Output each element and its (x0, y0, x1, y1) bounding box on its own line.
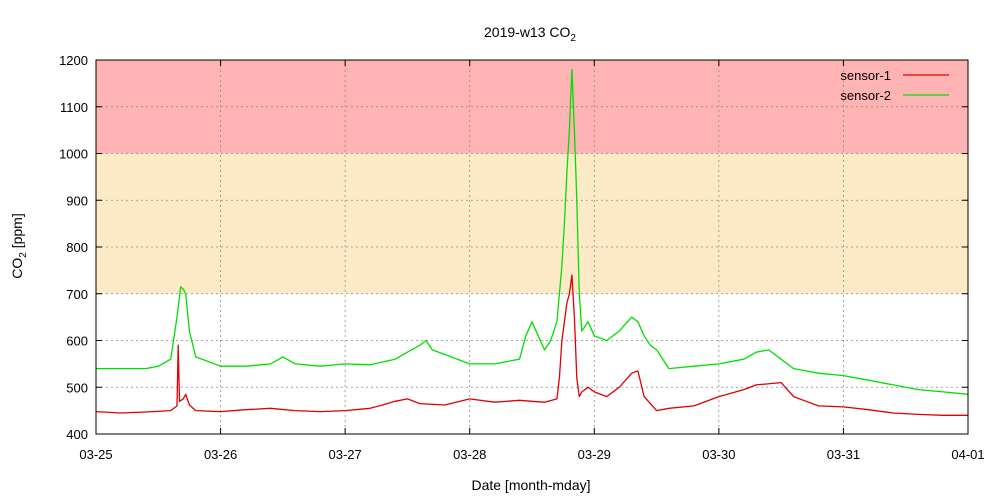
chart-title: 2019-w13 CO2 (484, 24, 576, 44)
y-tick-label: 900 (66, 193, 88, 208)
legend: sensor-1 sensor-2 (840, 68, 949, 103)
x-tick-label: 03-26 (204, 447, 237, 462)
y-tick-label: 800 (66, 240, 88, 255)
y-tick-label: 600 (66, 334, 88, 349)
x-tick-label: 03-30 (702, 447, 735, 462)
y-tick-label: 700 (66, 287, 88, 302)
legend-label-sensor-2: sensor-2 (840, 88, 891, 103)
y-axis-label: CO2 [ppm] (9, 213, 29, 278)
y-tick-label: 1100 (60, 100, 88, 115)
x-tick-label: 03-25 (79, 447, 112, 462)
threshold-bands (96, 60, 968, 294)
y-tick-label: 500 (66, 380, 88, 395)
x-tick-label: 04-01 (951, 447, 984, 462)
y-tick-label: 1000 (59, 147, 88, 162)
legend-label-sensor-1: sensor-1 (840, 68, 891, 83)
x-axis-ticks: 03-25 03-26 03-27 03-28 03-29 03-30 03-31 04-01 (79, 60, 985, 462)
x-tick-label: 03-31 (827, 447, 860, 462)
grid-lines (96, 60, 968, 434)
threshold-band-0 (96, 153, 968, 294)
y-tick-label: 1200 (59, 53, 88, 68)
series-lines (95, 68, 969, 416)
series-line-sensor-2 (96, 68, 969, 395)
x-tick-label: 03-27 (329, 447, 362, 462)
y-tick-label: 400 (66, 427, 88, 442)
series-line-sensor-1 (95, 274, 968, 416)
x-axis-label: Date [month-mday] (471, 477, 590, 493)
x-tick-label: 03-28 (453, 447, 486, 462)
x-tick-label: 03-29 (578, 447, 611, 462)
y-axis-ticks: 400 500 600 700 800 900 1000 1100 1200 (59, 53, 968, 442)
